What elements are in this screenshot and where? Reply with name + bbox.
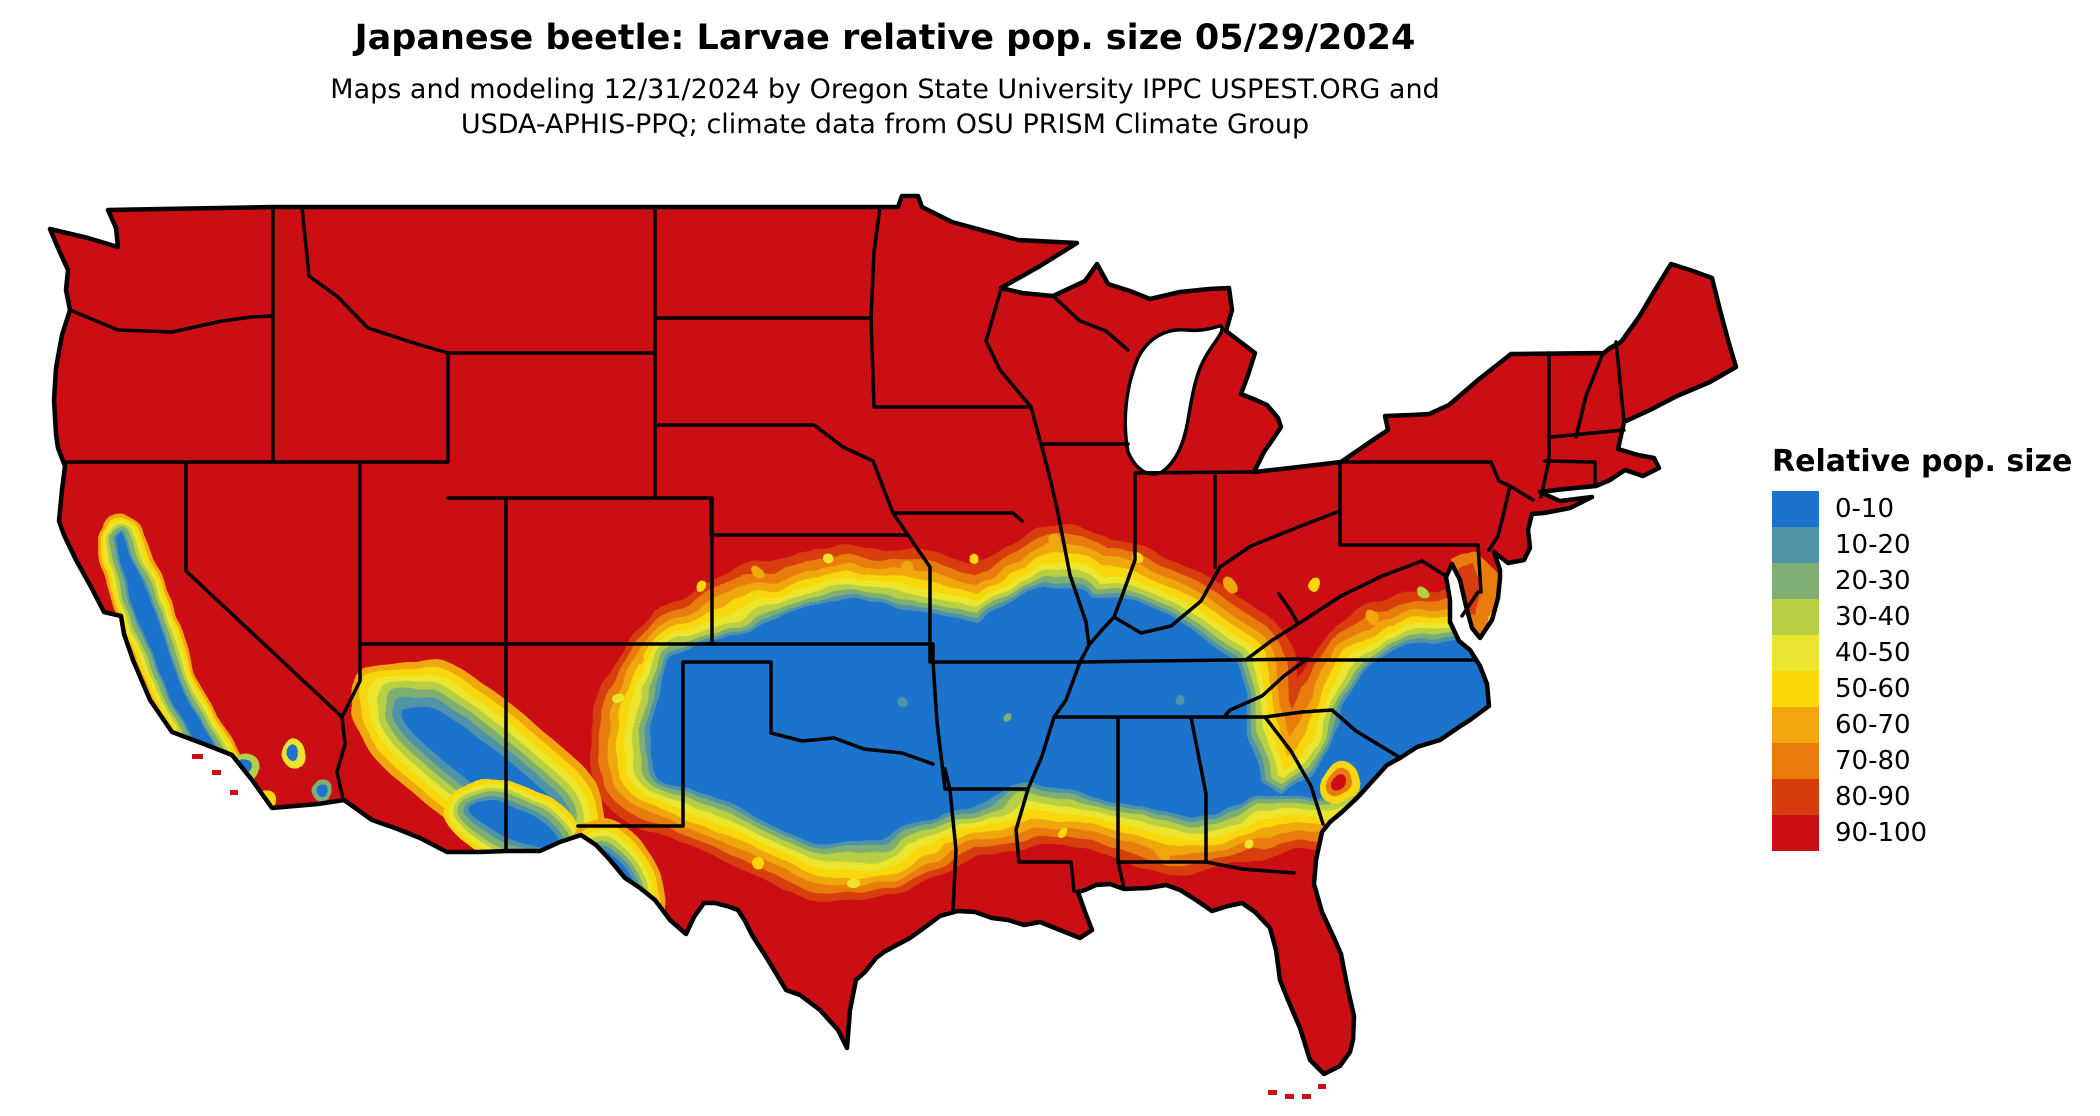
legend-label: 0-10 xyxy=(1835,494,1895,524)
legend-swatch-70-80 xyxy=(1772,743,1819,779)
legend-label: 10-20 xyxy=(1835,530,1911,560)
legend-row: 10-20 xyxy=(1772,527,2072,563)
legend-row: 40-50 xyxy=(1772,635,2072,671)
legend-row: 70-80 xyxy=(1772,743,2072,779)
band-arizona-se xyxy=(469,803,555,846)
florida-keys xyxy=(1268,1084,1326,1099)
legend-label: 40-50 xyxy=(1835,638,1911,668)
legend-swatch-50-60 xyxy=(1772,671,1819,707)
legend-row: 0-10 xyxy=(1772,491,2072,527)
legend-swatch-10-20 xyxy=(1772,527,1819,563)
legend-swatch-0-10 xyxy=(1772,491,1819,527)
legend-row: 80-90 xyxy=(1772,779,2072,815)
lake-michigan xyxy=(1123,324,1224,476)
legend-swatch-80-90 xyxy=(1772,779,1819,815)
legend-swatch-30-40 xyxy=(1772,599,1819,635)
legend-title: Relative pop. size xyxy=(1772,444,2073,479)
legend-swatch-90-100 xyxy=(1772,815,1819,851)
legend-row: 30-40 xyxy=(1772,599,2072,635)
state-borders xyxy=(63,205,1626,912)
raster-speckles xyxy=(614,539,1425,886)
legend-label: 30-40 xyxy=(1835,602,1911,632)
legend-swatch-40-50 xyxy=(1772,635,1819,671)
title-block: Japanese beetle: Larvae relative pop. si… xyxy=(0,18,1770,142)
legend-label: 50-60 xyxy=(1835,674,1911,704)
legend-row: 20-30 xyxy=(1772,563,2072,599)
legend-row: 50-60 xyxy=(1772,671,2072,707)
legend-label: 90-100 xyxy=(1835,818,1928,848)
legend-row: 60-70 xyxy=(1772,707,2072,743)
legend-swatch-20-30 xyxy=(1772,563,1819,599)
legend: Relative pop. size 0-10 10-20 20-30 30-4… xyxy=(1772,444,2072,851)
subtitle-line-1: Maps and modeling 12/31/2024 by Oregon S… xyxy=(330,74,1440,105)
subtitle-line-2: USDA-APHIS-PPQ; climate data from OSU PR… xyxy=(460,109,1310,140)
legend-row: 90-100 xyxy=(1772,815,2072,851)
channel-islands xyxy=(192,754,238,795)
map-subtitle: Maps and modeling 12/31/2024 by Oregon S… xyxy=(0,72,1770,142)
legend-swatch-60-70 xyxy=(1772,707,1819,743)
legend-label: 70-80 xyxy=(1835,746,1911,776)
legend-label: 80-90 xyxy=(1835,782,1911,812)
legend-label: 20-30 xyxy=(1835,566,1911,596)
legend-label: 60-70 xyxy=(1835,710,1911,740)
south-carolina-inlier xyxy=(1316,760,1360,804)
map-title: Japanese beetle: Larvae relative pop. si… xyxy=(354,18,1416,58)
